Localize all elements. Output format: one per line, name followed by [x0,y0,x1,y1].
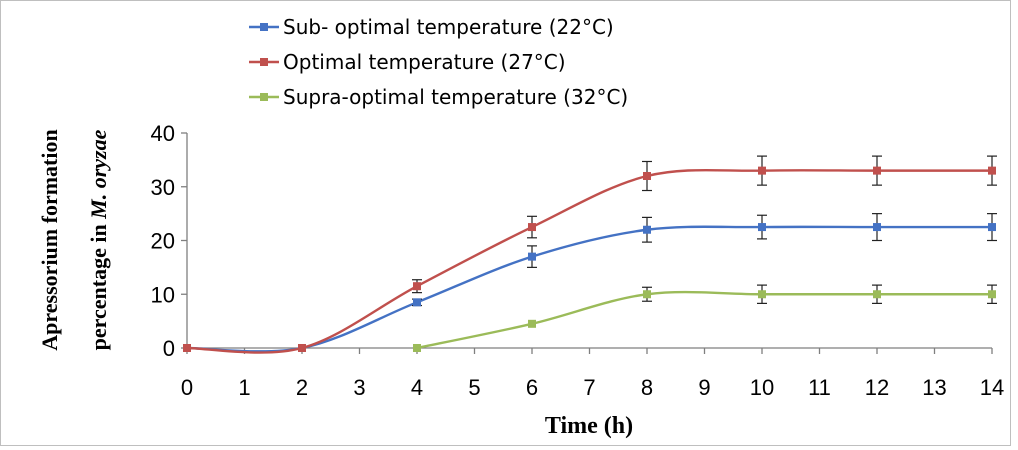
y-axis-title-line1: Apressorium formation [37,129,62,350]
y-axis-title-species: M. oryzae [86,129,111,219]
y-tick-label: 0 [163,336,175,361]
data-point [988,223,996,232]
data-point [643,290,651,299]
data-point [988,290,996,299]
data-point [988,166,996,175]
data-point [873,223,881,232]
data-point [528,252,536,261]
legend-entry-label: Sub- optimal temperature (22°C) [283,15,614,39]
y-tick-label: 20 [151,229,175,254]
x-tick-label: 9 [698,375,710,400]
x-tick-label: 14 [980,375,1004,400]
plot-area [183,155,997,354]
data-point [873,166,881,175]
x-tick-label: 4 [411,375,423,400]
data-point [758,223,766,232]
data-point [413,344,421,352]
x-tick-label: 13 [922,375,946,400]
x-axis-title: Time (h) [545,413,633,439]
data-point [413,298,421,307]
legend-entry-label: Optimal temperature (27°C) [283,50,566,74]
y-axis-title-prefix: percentage in [86,219,111,351]
series-line [416,290,992,350]
data-point [298,344,306,352]
data-point [528,223,536,232]
series-line [186,168,992,354]
data-point [758,290,766,299]
x-tick-label: 7 [583,375,595,400]
x-tick-label: 2 [296,375,308,400]
legend-marker [260,93,268,101]
y-tick-label: 10 [151,282,175,307]
data-point [413,282,421,291]
data-point [758,166,766,175]
data-point [528,319,536,328]
y-tick-label: 40 [151,121,175,146]
x-tick-label: 8 [641,375,653,400]
legend: Sub- optimal temperature (22°C) Optimal t… [249,15,628,109]
y-axis-title-line2: percentage in M. oryzae [86,129,111,350]
x-tick-label: 5 [468,375,480,400]
legend-entry-label: Supra-optimal temperature (32°C) [283,85,628,109]
legend-marker [260,23,268,31]
x-tick-label: 1 [238,375,250,400]
data-point [183,344,191,352]
x-tick-label: 10 [750,375,774,400]
x-tick-label: 0 [181,375,193,400]
x-tick-label: 3 [353,375,365,400]
data-point [643,172,651,180]
data-point [643,225,651,234]
legend-marker [260,58,268,66]
data-point [873,290,881,299]
x-tick-label: 12 [865,375,889,400]
x-tick-label: 6 [526,375,538,400]
x-tick-label: 11 [808,375,831,400]
y-tick-label: 30 [151,175,175,200]
